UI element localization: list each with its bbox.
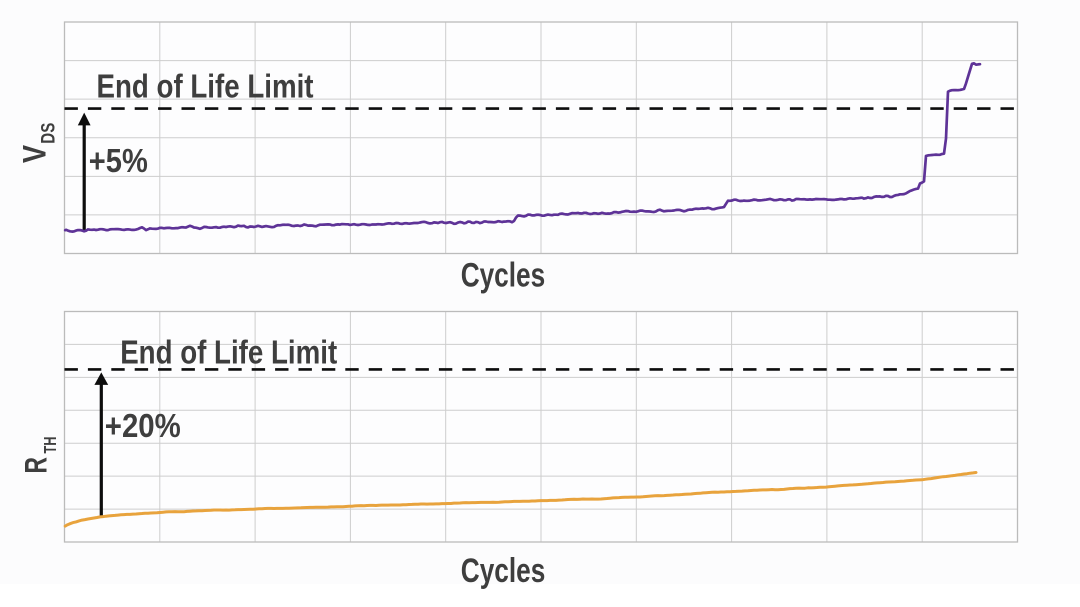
svg-text:Cycles: Cycles [461,552,546,590]
svg-text:+20%: +20% [105,408,181,445]
svg-text:TH: TH [40,437,60,454]
svg-text:End of Life Limit: End of Life Limit [120,334,337,371]
svg-text:R: R [17,457,53,474]
svg-text:V: V [16,144,52,163]
svg-text:End of Life Limit: End of Life Limit [97,68,314,105]
svg-text:+5%: +5% [89,143,148,180]
svg-text:Cycles: Cycles [461,257,546,295]
svg-text:DS: DS [38,123,59,144]
